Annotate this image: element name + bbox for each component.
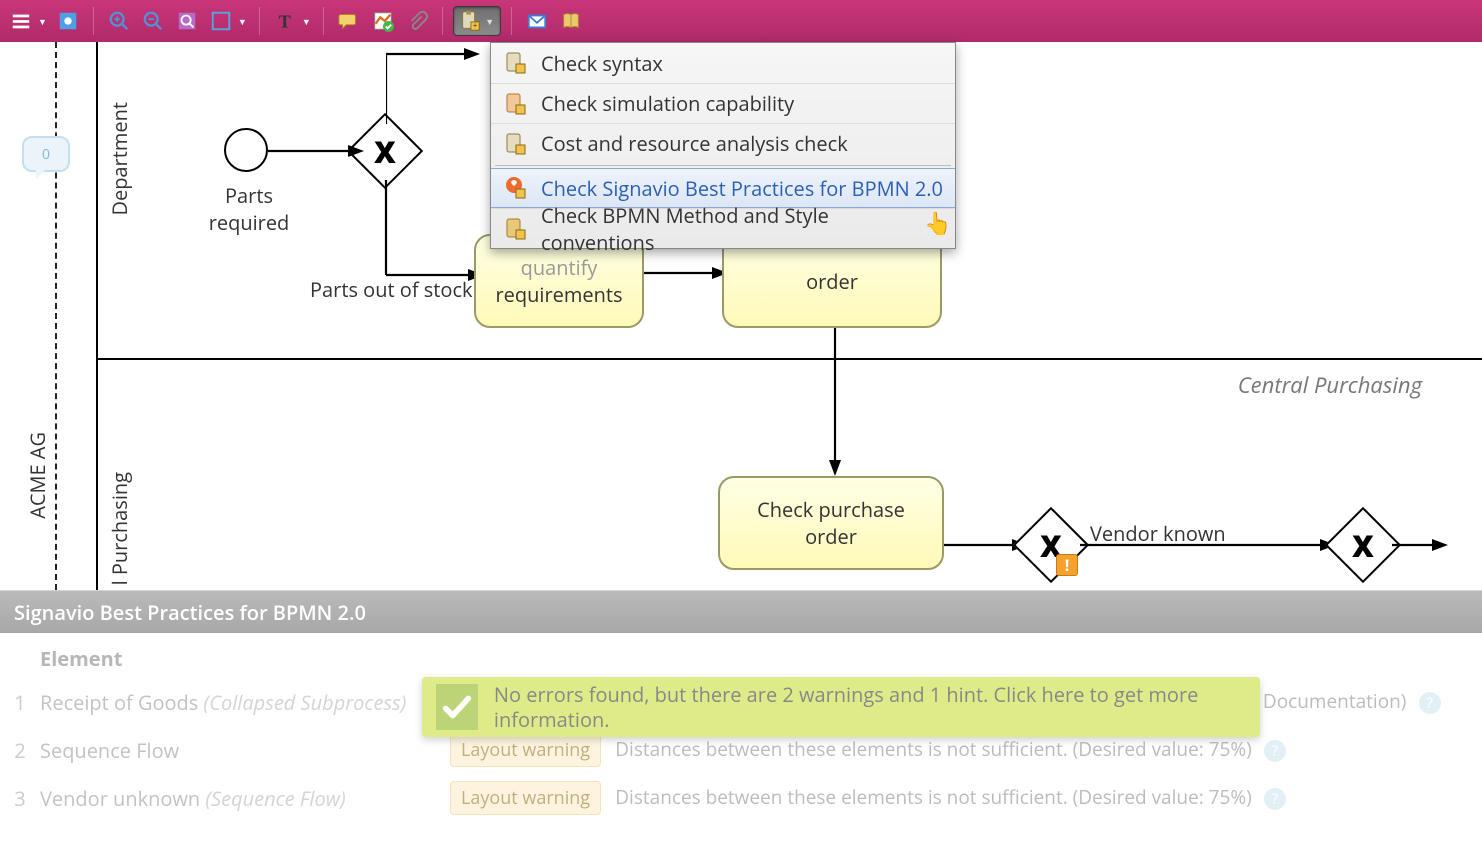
- row-message: Distances between these elements is not …: [615, 784, 1251, 810]
- flow-arrow: [1392, 536, 1452, 556]
- panel-title: Signavio Best Practices for BPMN 2.0: [0, 591, 1482, 633]
- flow-arrow: [386, 46, 486, 136]
- toast-text: No errors found, but there are 2 warning…: [494, 682, 1246, 732]
- edge-label: Parts out of stock: [310, 276, 473, 303]
- toolbar-separator: [442, 7, 443, 35]
- zoom-region-icon[interactable]: [172, 6, 202, 36]
- flow-arrow: [826, 328, 846, 478]
- fit-arrow-icon[interactable]: ▼: [238, 15, 247, 28]
- dd-label: Check simulation capability: [541, 90, 794, 117]
- col-element: Element: [40, 645, 450, 672]
- dd-label: Cost and resource analysis check: [541, 130, 848, 157]
- zoom-in-icon[interactable]: [104, 6, 134, 36]
- row-element-name: Vendor unknown: [40, 785, 200, 812]
- gateway-next[interactable]: X: [1325, 507, 1401, 583]
- dd-item-check-simulation[interactable]: Check simulation capability: [491, 83, 955, 123]
- dd-item-check-syntax[interactable]: Check syntax: [491, 43, 955, 83]
- clipboard-gold-icon: [503, 217, 527, 241]
- dashed-guide: [55, 42, 57, 590]
- row-element-sub: (Collapsed Subprocess): [204, 689, 407, 716]
- book-icon[interactable]: [556, 6, 586, 36]
- row-element-name: Receipt of Goods: [40, 689, 198, 716]
- text-tool-icon[interactable]: T: [270, 6, 300, 36]
- toast-check-icon: [436, 684, 478, 730]
- table-header: Element: [0, 639, 1482, 678]
- text-arrow-icon[interactable]: ▼: [302, 15, 311, 28]
- lane-divider: [96, 358, 1482, 360]
- menu-dropdown-icon[interactable]: [6, 6, 36, 36]
- row-element-sub: (Sequence Flow): [205, 785, 345, 812]
- dd-label: Check BPMN Method and Style conventions: [541, 202, 943, 256]
- row-pill: Layout warning: [450, 733, 601, 767]
- check-dropdown-menu: Check syntax Check simulation capability…: [490, 42, 956, 249]
- clipboard-orange-icon: [503, 92, 527, 116]
- flow-arrow: [644, 264, 734, 284]
- zoom-out-icon[interactable]: [138, 6, 168, 36]
- toolbar-separator: [259, 7, 260, 35]
- check-dropdown-button[interactable]: + ▼: [453, 6, 501, 36]
- task-label: order: [806, 268, 858, 295]
- row-element-name: Sequence Flow: [40, 737, 179, 764]
- menu-arrow-icon[interactable]: ▼: [38, 15, 47, 28]
- pool-label: ACME AG: [24, 432, 51, 519]
- cursor-hand-icon: 👆: [924, 208, 951, 238]
- svg-text:+: +: [473, 20, 478, 31]
- dd-item-method-style[interactable]: Check BPMN Method and Style conventions: [491, 208, 955, 248]
- task-label: Check purchase order: [734, 496, 928, 550]
- toolbar-separator: [511, 7, 512, 35]
- start-event-label: Parts required: [184, 182, 314, 236]
- fit-screen-icon[interactable]: [206, 6, 236, 36]
- help-icon[interactable]: ?: [1264, 740, 1286, 762]
- toolbar: ▼ ▼ T ▼ + ▼: [0, 0, 1482, 42]
- toast-notification[interactable]: No errors found, but there are 2 warning…: [422, 677, 1260, 737]
- table-row[interactable]: 3 Vendor unknown (Sequence Flow) Layout …: [0, 774, 1482, 822]
- gateway-stock[interactable]: X: [347, 113, 423, 189]
- help-icon[interactable]: ?: [1419, 692, 1441, 714]
- dropdown-separator: [495, 165, 951, 166]
- row-message: Distances between these elements is not …: [615, 736, 1251, 762]
- dd-label: Check Signavio Best Practices for BPMN 2…: [541, 175, 943, 202]
- row-index: 1: [0, 689, 40, 716]
- gateway-vendor-label: Vendor known: [1090, 520, 1226, 547]
- pool-border: [96, 42, 98, 590]
- task-check-purchase-order[interactable]: Check purchase order: [718, 476, 944, 570]
- dd-item-cost-analysis[interactable]: Cost and resource analysis check: [491, 123, 955, 163]
- task-label: requirements: [495, 281, 622, 308]
- mail-icon[interactable]: [522, 6, 552, 36]
- clipboard-check-icon: [503, 51, 527, 75]
- row-index: 2: [0, 737, 40, 764]
- chart-check-icon[interactable]: [368, 6, 398, 36]
- dd-label: Check syntax: [541, 50, 663, 77]
- row-index: 3: [0, 785, 40, 812]
- lane2-title: Central Purchasing: [1238, 370, 1422, 400]
- grid-target-icon[interactable]: [53, 6, 83, 36]
- attachment-icon[interactable]: [402, 6, 432, 36]
- row-pill: Layout warning: [450, 781, 601, 815]
- clipboard-check-icon: [503, 132, 527, 156]
- toolbar-separator: [93, 7, 94, 35]
- results-panel: Signavio Best Practices for BPMN 2.0 Ele…: [0, 590, 1482, 859]
- clipboard-flame-icon: [503, 176, 527, 200]
- svg-text:T: T: [278, 11, 290, 31]
- comment-chat-icon[interactable]: [334, 6, 364, 36]
- lane1-label: Department: [106, 102, 133, 216]
- toolbar-separator: [323, 7, 324, 35]
- help-icon[interactable]: ?: [1264, 788, 1286, 810]
- comment-bubble-icon[interactable]: 0: [22, 136, 70, 172]
- lane2-label: l Purchasing: [106, 472, 133, 585]
- start-event[interactable]: [224, 128, 268, 172]
- warning-badge-icon[interactable]: !: [1056, 554, 1078, 576]
